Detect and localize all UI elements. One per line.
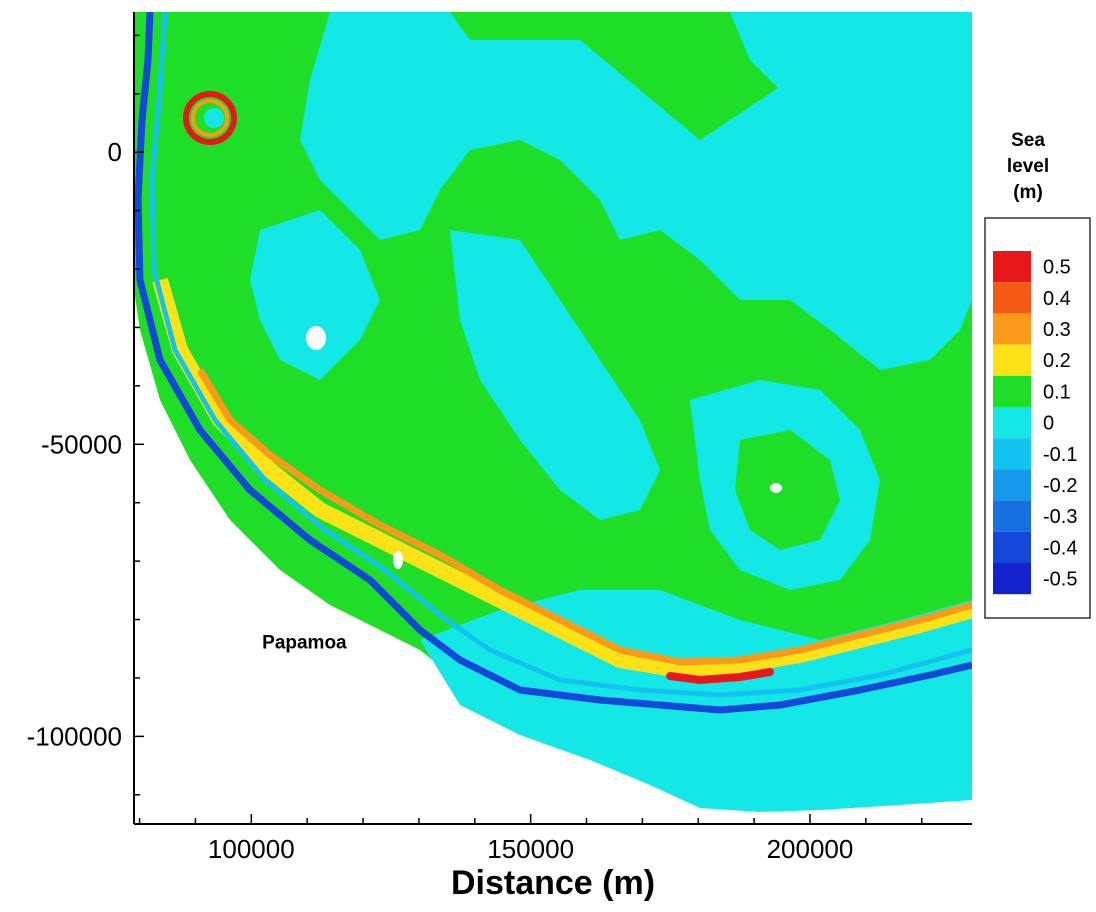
legend: Sea level (m) 0.5 0.4 0.3 0.2 0.1 0 -0.1 -0.2 -0… [984, 130, 1091, 619]
yellow-coastal-band [152, 277, 972, 678]
legend-title-line-1: Sea [1011, 130, 1045, 151]
legend-swatch [993, 313, 1031, 345]
legend-swatches: 0.5 0.4 0.3 0.2 0.1 0 -0.1 -0.2 -0.3 -0.4 -0.5 [993, 251, 1077, 595]
legend-swatch [993, 375, 1031, 407]
ring-anomaly [173, 81, 247, 155]
legend-title-line-3: (m) [1013, 182, 1043, 203]
legend-label: 0.5 [1043, 257, 1071, 279]
legend-swatch [993, 500, 1031, 532]
y-tick-label: 0 [108, 137, 122, 167]
legend-swatch [993, 344, 1031, 376]
legend-label: -0.3 [1043, 506, 1077, 528]
legend-title-line-2: level [1007, 156, 1049, 177]
legend-swatch [993, 469, 1031, 501]
sea-level-field [134, 12, 972, 824]
y-ticks: 0 -50000 -100000 [27, 34, 144, 796]
legend-swatch [993, 563, 1031, 595]
x-tick-label: 100000 [208, 834, 295, 864]
land-area [134, 290, 972, 824]
legend-swatch [993, 282, 1031, 314]
x-tick-label: 150000 [487, 834, 574, 864]
island-coast [393, 551, 403, 569]
legend-swatch [993, 251, 1031, 283]
cyan-zone-east [730, 12, 972, 260]
y-tick-label: -50000 [41, 429, 122, 459]
legend-swatch [993, 438, 1031, 470]
x-ticks: 100000 150000 200000 [138, 814, 923, 864]
legend-label: 0.2 [1043, 350, 1071, 372]
cyan-zone-center-band [450, 230, 660, 520]
legend-swatch [993, 407, 1031, 439]
legend-label: 0.4 [1043, 288, 1071, 310]
legend-swatch [993, 531, 1031, 563]
legend-label: -0.5 [1043, 569, 1077, 591]
red-peak-band [666, 668, 774, 685]
cyan-zone-west-center [250, 210, 380, 380]
legend-label: 0 [1043, 413, 1054, 435]
legend-label: -0.2 [1043, 475, 1077, 497]
legend-label: -0.1 [1043, 444, 1077, 466]
blue-coastal-band [134, 12, 972, 714]
lightblue-coastal-band [149, 12, 972, 698]
axes: 100000 150000 200000 0 -50000 -100000 [27, 12, 972, 864]
island-east [770, 483, 782, 493]
legend-label: -0.4 [1043, 537, 1077, 559]
legend-label: 0.3 [1043, 319, 1071, 341]
x-tick-label: 200000 [767, 834, 854, 864]
legend-label: 0.1 [1043, 381, 1071, 403]
orange-coastal-band [196, 368, 972, 666]
green-ring-center [735, 430, 840, 550]
x-axis-title: Distance (m) [451, 864, 655, 902]
y-tick-label: -100000 [27, 721, 122, 751]
annotation-papamoa: Papamoa [262, 633, 347, 654]
island-west [306, 326, 326, 350]
